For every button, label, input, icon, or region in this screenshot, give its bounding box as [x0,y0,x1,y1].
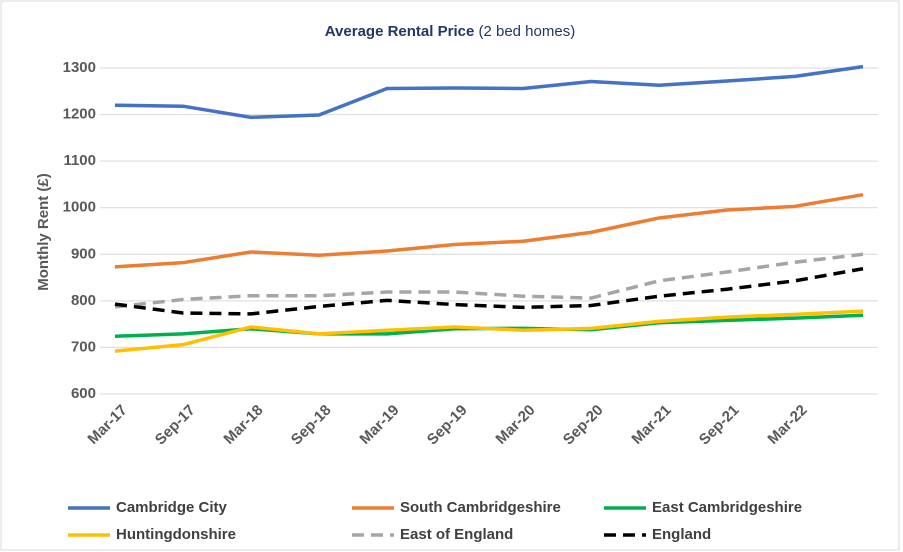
legend-label: South Cambridgeshire [400,499,561,516]
title: Average Rental Price [325,23,475,40]
legend-label: Huntingdonshire [116,526,236,543]
subtitle: (2 bed homes) [478,23,575,40]
y-tick-label: 1300 [63,59,96,76]
y-tick-label: 800 [71,292,96,309]
y-tick-label: 900 [71,245,96,262]
y-tick-label: 1200 [63,106,96,123]
y-axis-label: Monthly Rent (£) [35,173,52,291]
series-line [114,192,864,269]
legend-label: England [652,526,711,543]
series-line [114,252,864,309]
legend-label: East Cambridgeshire [652,499,802,516]
y-tick-label: 700 [71,338,96,355]
y-tick-label: 1000 [63,199,96,216]
series-line [114,267,864,316]
series-line [114,309,864,353]
y-tick-label: 1100 [63,152,96,169]
legend-label: Cambridge City [116,499,228,516]
series-line [114,64,864,120]
legend-label: East of England [400,526,513,543]
y-tick-label: 600 [71,385,96,402]
chart-title: Average Rental Price (2 bed homes) [325,23,575,40]
